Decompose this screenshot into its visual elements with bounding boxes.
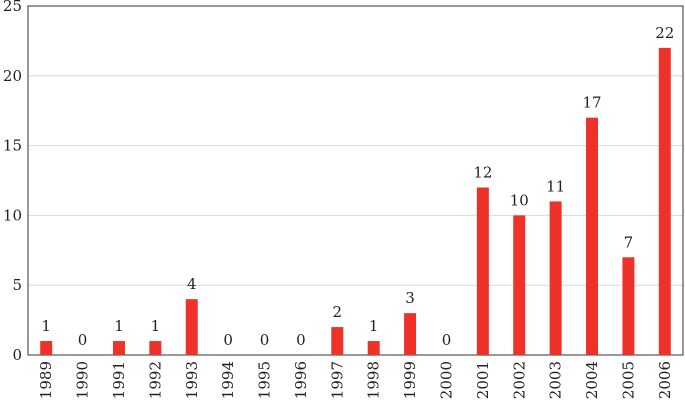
plot-frame	[27, 5, 684, 356]
bar	[476, 187, 489, 355]
bar	[549, 201, 562, 355]
bar	[331, 327, 344, 355]
value-label: 1	[114, 317, 124, 335]
x-tick-label: 1989	[37, 361, 55, 399]
x-tick-label: 2004	[583, 361, 601, 399]
x-tick-label: 1997	[328, 361, 346, 399]
x-tick-label: 2001	[474, 361, 492, 399]
bar	[40, 341, 53, 355]
x-tick-label: 1995	[256, 361, 274, 399]
value-label: 1	[369, 317, 379, 335]
y-tick-label: 15	[3, 137, 22, 155]
x-tick-label: 2002	[510, 361, 528, 399]
x-tick-label: 2005	[619, 361, 637, 399]
x-tick-label: 1992	[146, 361, 164, 399]
bar	[658, 47, 671, 355]
value-label: 7	[624, 233, 634, 251]
y-tick-label: 5	[12, 276, 22, 294]
bar	[185, 299, 198, 355]
x-tick-label: 1996	[292, 361, 310, 399]
value-label: 22	[655, 24, 674, 42]
bar	[149, 341, 162, 355]
y-tick-label: 10	[3, 206, 22, 224]
x-tick-label: 1999	[401, 361, 419, 399]
value-label: 10	[510, 191, 529, 209]
x-tick-label: 1998	[365, 361, 383, 399]
x-tick-label: 1994	[219, 361, 237, 399]
bar	[622, 257, 635, 355]
bar	[367, 341, 380, 355]
value-label: 17	[582, 94, 601, 112]
value-label: 1	[151, 317, 161, 335]
y-tick-label: 20	[3, 67, 22, 85]
y-tick-label: 0	[12, 346, 22, 364]
bar	[404, 313, 417, 355]
y-tick-label: 25	[3, 0, 22, 15]
x-tick-label: 1990	[74, 361, 92, 399]
x-tick-label: 1991	[110, 361, 128, 399]
value-label: 1	[41, 317, 51, 335]
value-label: 11	[546, 177, 565, 195]
value-label: 4	[187, 275, 197, 293]
value-label: 12	[473, 163, 492, 181]
bar	[586, 117, 599, 356]
value-label: 0	[296, 331, 306, 349]
value-label: 0	[260, 331, 270, 349]
x-tick-label: 2003	[547, 361, 565, 399]
bar	[513, 215, 526, 355]
bar	[112, 341, 125, 355]
x-tick-label: 1993	[183, 361, 201, 399]
value-label: 0	[223, 331, 233, 349]
value-label: 2	[333, 303, 343, 321]
x-tick-label: 2000	[437, 361, 455, 399]
value-label: 0	[78, 331, 88, 349]
value-label: 0	[442, 331, 452, 349]
value-label: 3	[405, 289, 415, 307]
x-tick-label: 2006	[656, 361, 674, 399]
